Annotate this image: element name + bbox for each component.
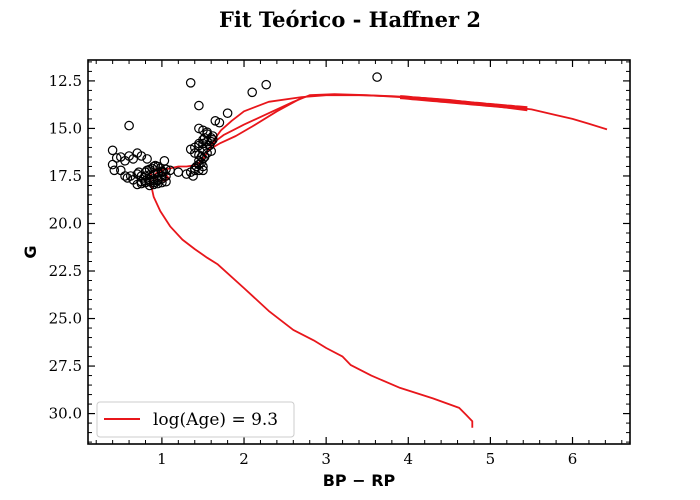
isochrone-line xyxy=(149,94,608,428)
data-point xyxy=(222,108,233,118)
y-tick-label: 22.5 xyxy=(49,262,82,280)
data-point xyxy=(116,165,126,176)
data-point xyxy=(206,136,216,147)
y-tick-label: 30.0 xyxy=(49,405,82,423)
data-point xyxy=(159,156,170,166)
x-tick-label: 4 xyxy=(403,450,413,468)
data-point xyxy=(202,127,212,137)
legend: log(Age) = 9.3 xyxy=(96,401,295,438)
x-tick-label: 5 xyxy=(486,450,496,468)
axis-ticks: 1 2 3 4 5 6 12.5 15.0 17.5 20.0 22.5 25.0 27.5 30.0 xyxy=(49,60,630,468)
data-point xyxy=(142,154,152,164)
plot-area xyxy=(107,72,608,428)
data-point xyxy=(120,171,130,181)
isochrone-lines xyxy=(149,93,608,428)
x-tick-label: 1 xyxy=(157,450,167,468)
isochrone-band xyxy=(399,95,528,111)
data-point xyxy=(208,135,218,145)
isochrone-line xyxy=(208,93,528,147)
x-axis-label: BP − RP xyxy=(323,471,396,490)
legend-entry-label: log(Age) = 9.3 xyxy=(153,410,278,430)
y-axis-label: G xyxy=(21,245,40,258)
y-tick-label: 25.0 xyxy=(49,310,82,328)
y-tick-label: 27.5 xyxy=(49,357,82,375)
x-tick-label: 2 xyxy=(239,450,249,468)
data-point xyxy=(194,100,204,111)
data-point xyxy=(111,153,122,163)
data-point xyxy=(185,78,196,88)
data-point xyxy=(107,145,118,156)
plot-frame xyxy=(87,59,631,445)
star-points xyxy=(107,72,382,191)
data-point xyxy=(109,165,120,176)
data-point xyxy=(173,167,184,177)
data-point xyxy=(247,87,257,98)
data-point xyxy=(372,72,382,82)
chart-title: Fit Teórico - Haffner 2 xyxy=(219,7,481,32)
y-tick-label: 15.0 xyxy=(49,119,82,137)
data-point xyxy=(261,79,271,90)
data-point xyxy=(107,159,118,170)
x-tick-label: 6 xyxy=(568,450,578,468)
legend-box xyxy=(96,401,295,438)
y-tick-label: 17.5 xyxy=(49,167,82,185)
y-tick-label: 12.5 xyxy=(49,72,82,90)
data-point xyxy=(206,146,216,156)
data-point xyxy=(153,175,163,186)
y-tick-label: 20.0 xyxy=(49,214,82,232)
isochrone-line xyxy=(207,97,302,152)
data-point xyxy=(124,120,134,131)
data-point xyxy=(214,117,225,128)
data-point xyxy=(198,161,208,172)
data-point xyxy=(136,151,147,161)
x-tick-label: 3 xyxy=(321,450,331,468)
